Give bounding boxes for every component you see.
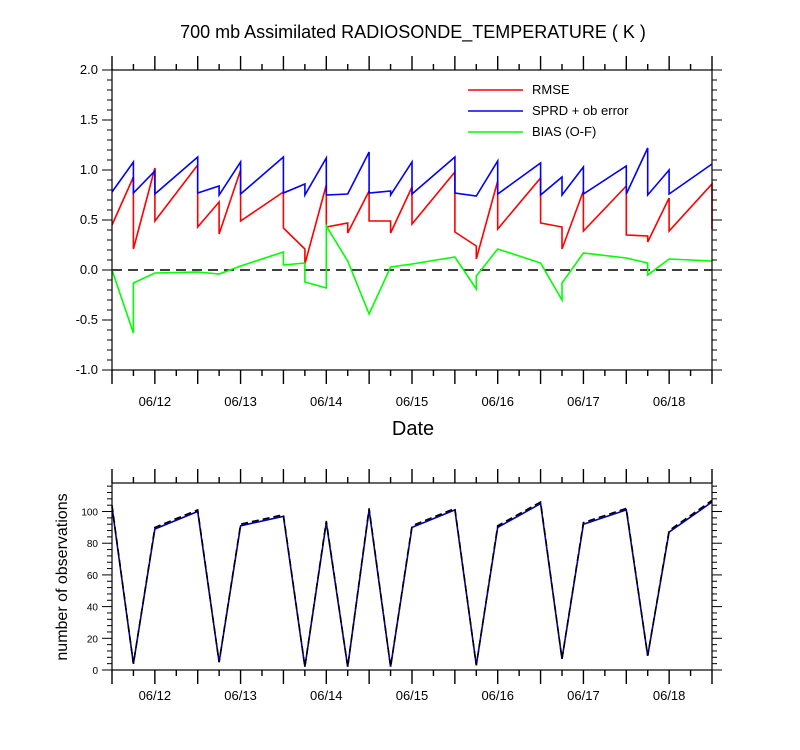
x-tick-label: 06/15 [396, 688, 429, 703]
y-tick-label: -1.0 [76, 362, 98, 377]
x-tick-label: 06/15 [396, 394, 429, 409]
sprd-ob-error-line [111, 147, 713, 198]
rmse-line [111, 162, 713, 265]
observations-dashed-line [111, 499, 713, 667]
y-tick-label: 80 [87, 539, 99, 550]
x-axis-label: Date [392, 418, 434, 440]
legend-label-rmse: RMSE [532, 82, 570, 97]
y-tick-label: 0.0 [80, 262, 98, 277]
x-tick-label: 06/14 [310, 688, 343, 703]
y-tick-label: 1.0 [80, 162, 98, 177]
y-tick-label: 40 [87, 603, 99, 614]
y-tick-label: 0 [92, 666, 98, 677]
observations-solid-line [111, 501, 713, 667]
x-tick-label: 06/12 [139, 394, 172, 409]
y-tick-label: 2.0 [80, 62, 98, 77]
chart-title: 700 mb Assimilated RADIOSONDE_TEMPERATUR… [180, 22, 646, 43]
x-tick-label: 06/17 [567, 688, 600, 703]
bottom-panel: 100 80 60 40 20 0 06/12 06/13 06/14 06/15 06/16 06/… [54, 469, 722, 703]
y-tick-label: 100 [81, 508, 98, 519]
legend: RMSE SPRD + ob error BIAS (O-F) [468, 82, 629, 139]
legend-label-bias: BIAS (O-F) [532, 124, 596, 139]
y-axis-label: number of observations [54, 493, 71, 660]
y-tick-label: -0.5 [76, 312, 98, 327]
x-tick-label: 06/16 [481, 688, 514, 703]
x-tick-label: 06/14 [310, 394, 343, 409]
bias-line [111, 223, 713, 334]
bottom-plot-area: 100 80 60 40 20 0 06/12 06/13 06/14 06/15 06/16 06/… [81, 469, 722, 703]
x-tick-label: 06/13 [224, 394, 257, 409]
x-tick-label: 06/18 [653, 394, 686, 409]
x-tick-label: 06/17 [567, 394, 600, 409]
x-tick-label: 06/18 [653, 688, 686, 703]
top-panel: 700 mb Assimilated RADIOSONDE_TEMPERATUR… [76, 22, 722, 440]
y-tick-label: 1.5 [80, 112, 98, 127]
legend-label-sprd: SPRD + ob error [532, 103, 629, 118]
y-tick-label: 20 [87, 634, 99, 645]
x-tick-label: 06/12 [139, 688, 172, 703]
y-tick-label: 60 [87, 571, 99, 582]
x-tick-label: 06/16 [481, 394, 514, 409]
x-tick-label: 06/13 [224, 688, 257, 703]
y-tick-label: 0.5 [80, 212, 98, 227]
top-plot-area: 2.0 1.5 1.0 0.5 0.0 -0.5 -1.0 06/12 06/13 06/14 06… [76, 56, 722, 409]
